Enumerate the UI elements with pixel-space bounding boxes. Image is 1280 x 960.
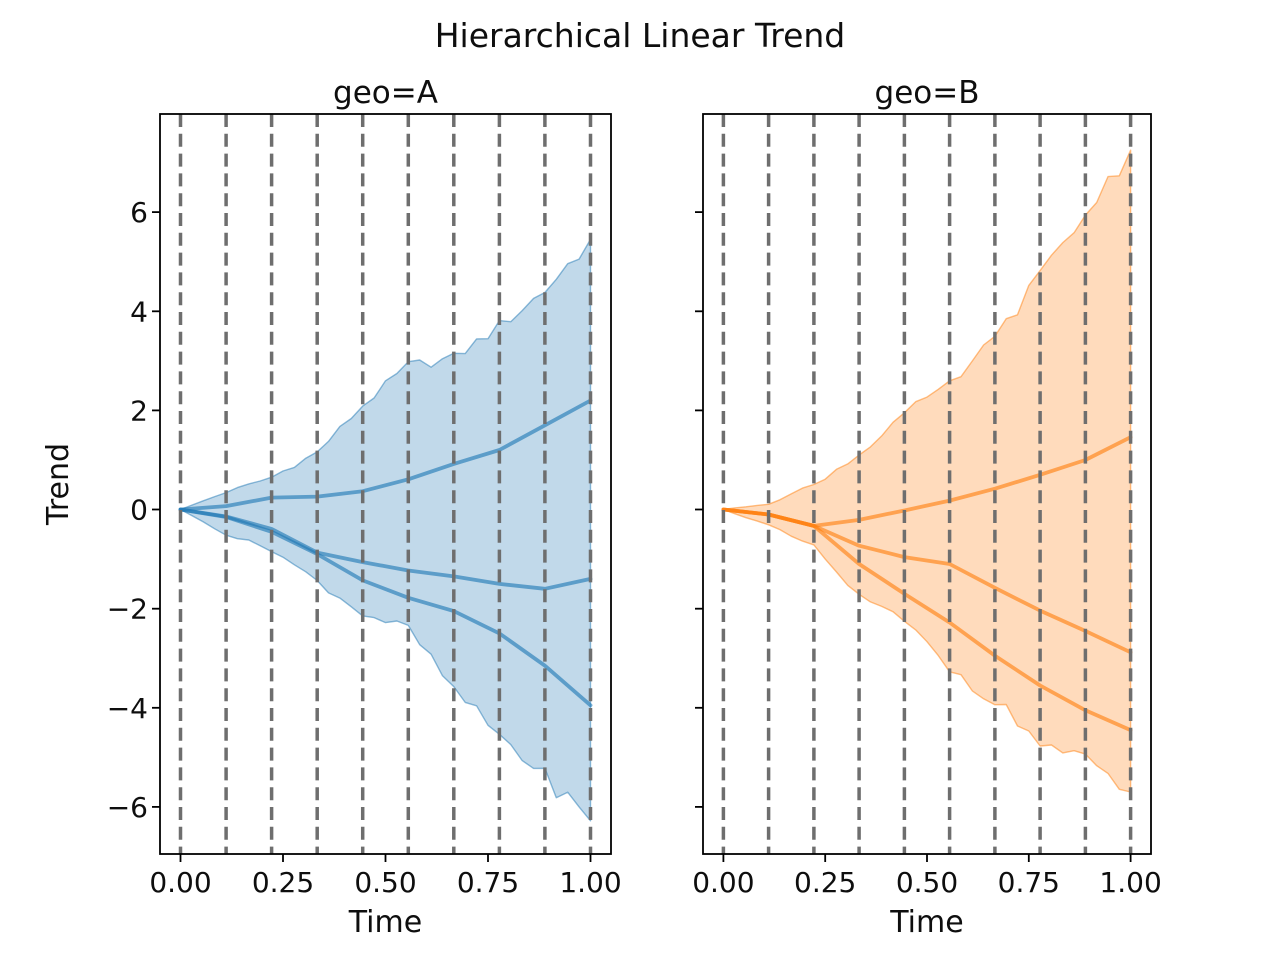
panel-b-x-axis-label: Time: [889, 905, 963, 940]
panel-b-title: geo=B: [875, 75, 980, 111]
x-tick-label: 0.25: [794, 866, 856, 899]
figure-title: Hierarchical Linear Trend: [435, 16, 846, 55]
x-tick-label: 0.75: [457, 866, 519, 899]
panel-a-title: geo=A: [333, 75, 438, 111]
credible-interval-band: [179, 238, 592, 822]
x-tick-label: 0.50: [354, 866, 416, 899]
y-tick-label: 6: [130, 196, 148, 229]
x-tick-label: 0.50: [896, 866, 958, 899]
panel-b-axes: 0.00 0.25 0.50 0.75 1.00: [692, 113, 1162, 899]
trend-draw-3-line: [721, 507, 1133, 732]
panel-a-axes: 0.00 0.25 0.50 0.75 1.00 6 4 2 0 −2 −4 −6: [107, 113, 622, 899]
y-tick-label: −2: [107, 593, 148, 626]
y-axis-label: Trend: [41, 443, 76, 526]
trend-draw-3-line: [178, 507, 593, 708]
y-tick-label: 0: [130, 494, 148, 527]
x-tick-label: 0.25: [252, 866, 314, 899]
x-tick-label: 1.00: [559, 866, 621, 899]
credible-interval-band: [722, 149, 1132, 793]
y-tick-label: 4: [130, 295, 148, 328]
x-tick-label: 0.00: [149, 866, 211, 899]
trend-draw-1-line: [178, 398, 593, 512]
y-tick-label: −6: [107, 791, 148, 824]
x-tick-label: 1.00: [1099, 866, 1161, 899]
y-tick-label: 2: [130, 394, 148, 427]
x-tick-label: 0.75: [998, 866, 1060, 899]
x-tick-label: 0.00: [692, 866, 754, 899]
y-tick-label: −4: [107, 692, 148, 725]
panel-a-x-axis-label: Time: [348, 905, 422, 940]
